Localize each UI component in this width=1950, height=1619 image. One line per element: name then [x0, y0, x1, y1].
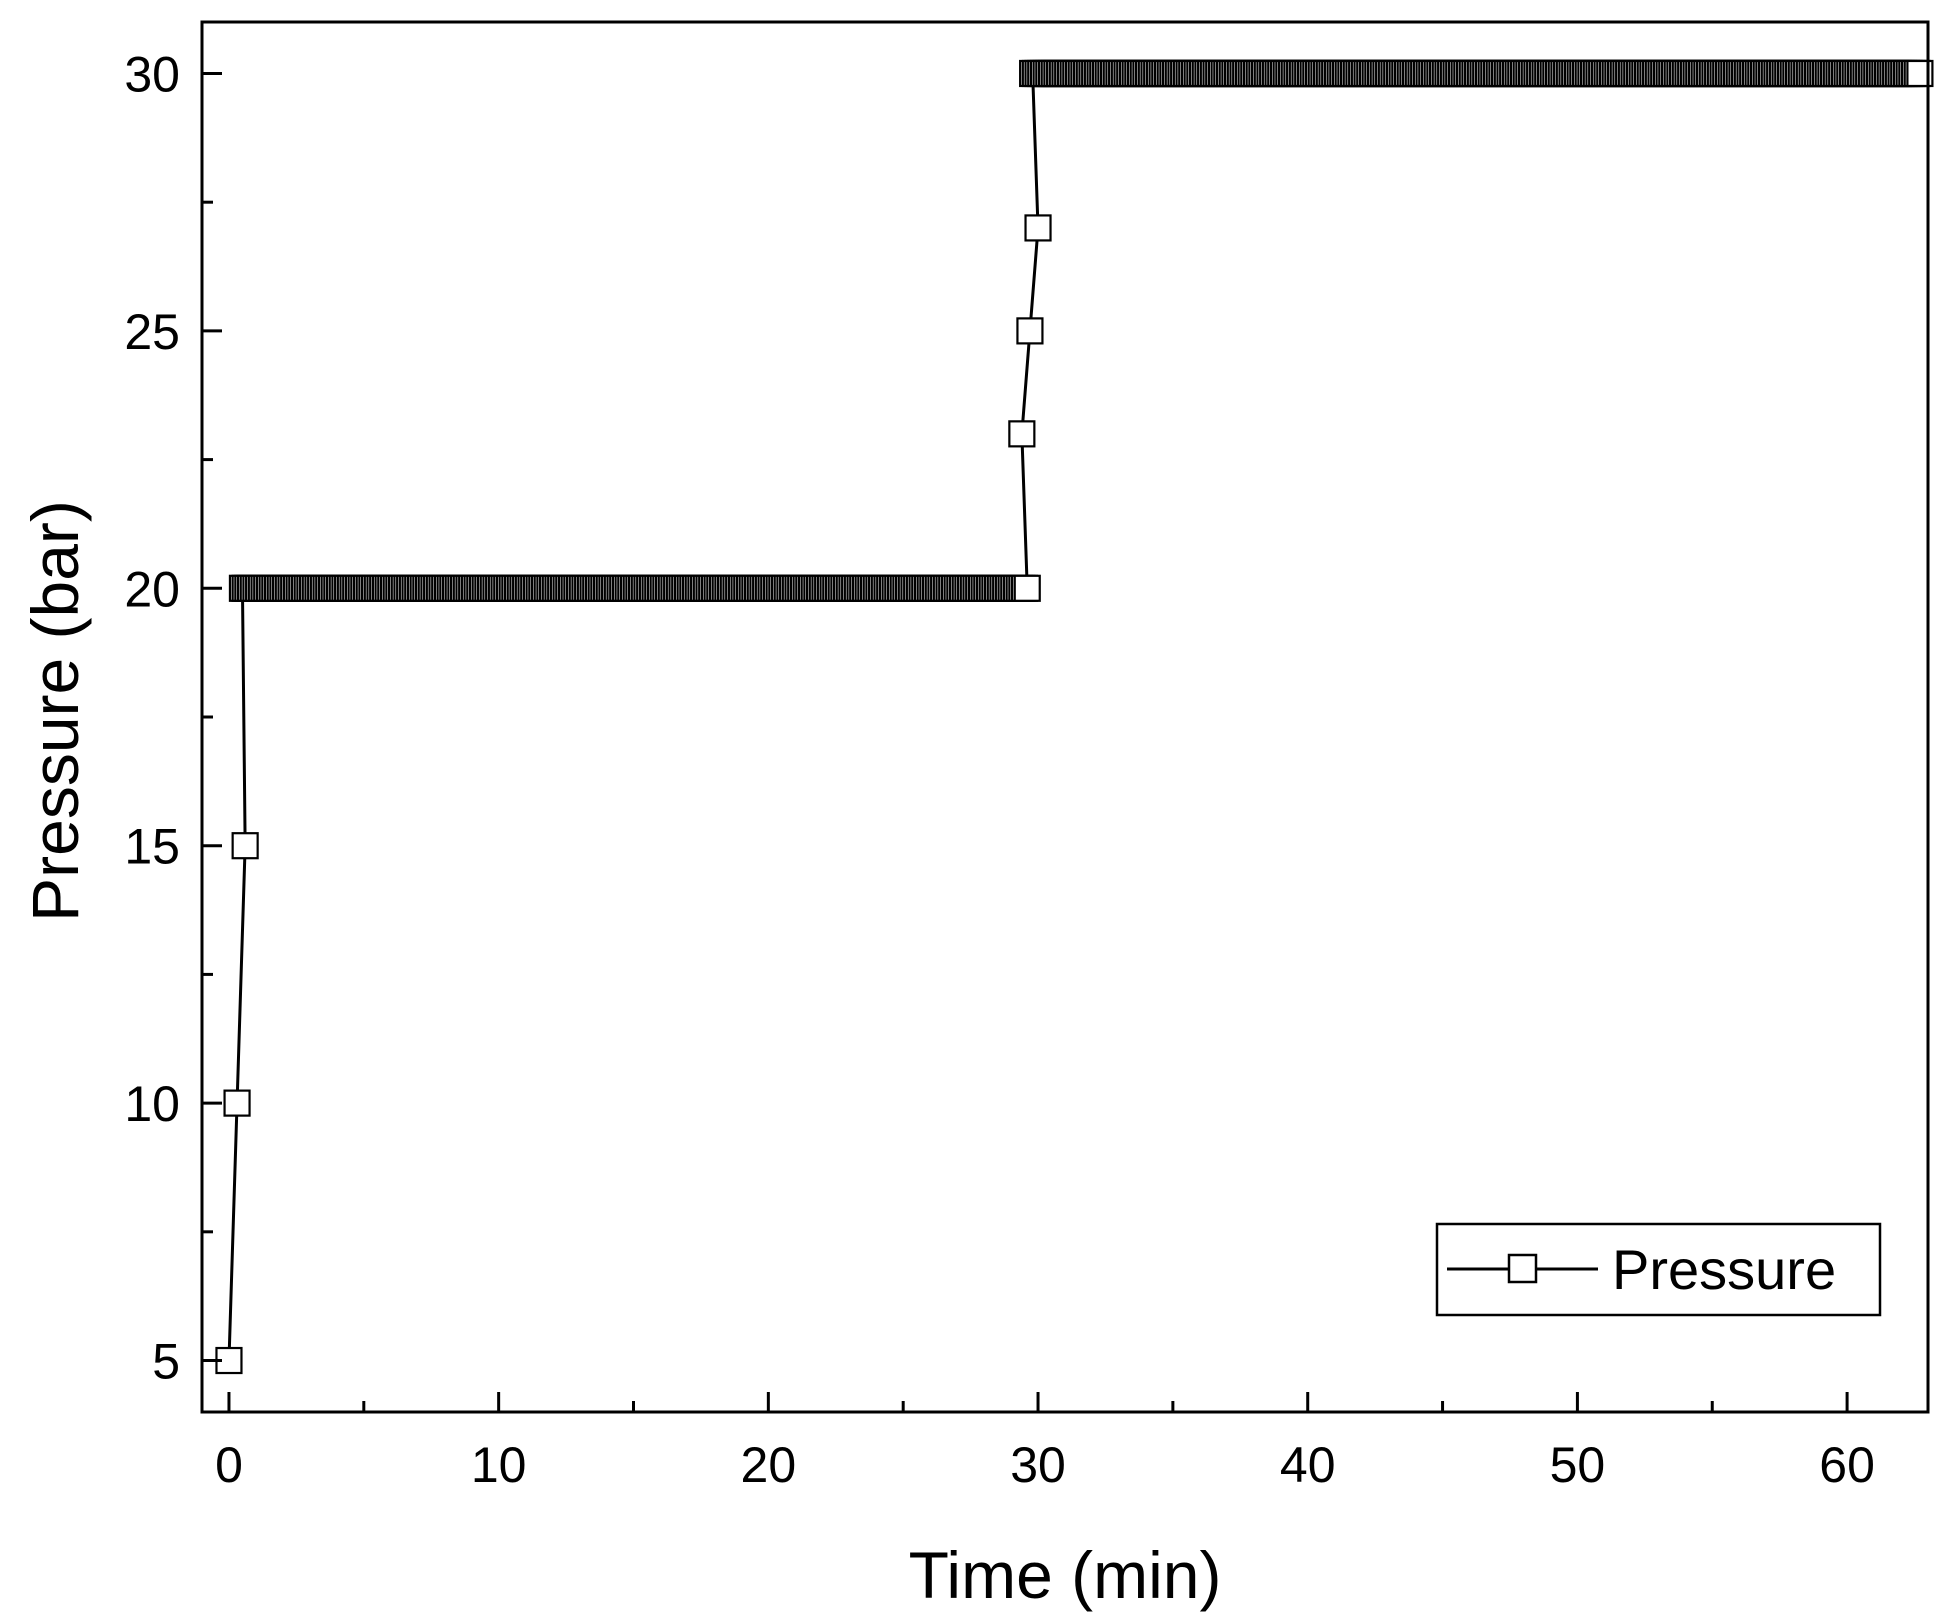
legend-label: Pressure — [1612, 1238, 1836, 1301]
x-axis-title: Time (min) — [909, 1538, 1222, 1612]
data-point — [231, 832, 259, 860]
data-point — [1016, 317, 1044, 345]
x-tick-label: 30 — [1010, 1437, 1066, 1493]
legend-marker — [1507, 1253, 1538, 1284]
x-tick-label: 50 — [1550, 1437, 1606, 1493]
y-tick-label: 25 — [124, 304, 180, 360]
data-point — [1008, 420, 1036, 448]
x-tick-label: 60 — [1819, 1437, 1875, 1493]
x-tick-label: 0 — [215, 1437, 243, 1493]
data-point — [223, 1089, 251, 1117]
x-tick-label: 10 — [471, 1437, 527, 1493]
x-tick-label: 20 — [741, 1437, 797, 1493]
y-tick-label: 5 — [152, 1334, 180, 1390]
y-tick-label: 15 — [124, 819, 180, 875]
y-tick-label: 10 — [124, 1076, 180, 1132]
data-point — [1013, 574, 1041, 602]
y-axis-title: Pressure (bar) — [18, 500, 92, 922]
series-line-pressure — [227, 71, 1920, 1361]
y-tick-label: 20 — [124, 561, 180, 617]
legend: Pressure — [1435, 1222, 1882, 1317]
x-tick-label: 40 — [1280, 1437, 1336, 1493]
axis-layer: 0 10 20 30 40 50 60 5 10 15 20 25 30 — [124, 20, 1930, 1493]
data-point — [1024, 214, 1052, 242]
series-layer — [215, 59, 1934, 1375]
plot-frame — [200, 20, 1930, 1414]
y-tick-label: 30 — [124, 46, 180, 102]
